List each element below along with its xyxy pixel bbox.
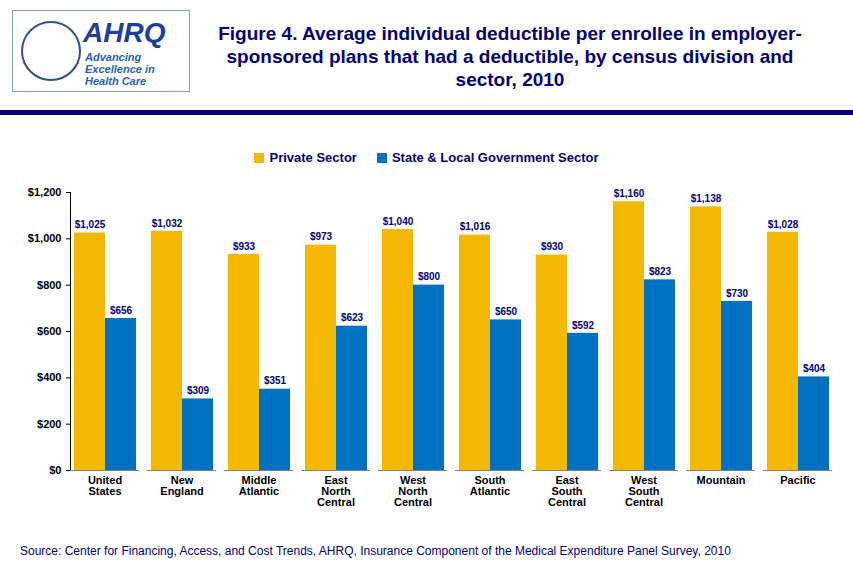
html-text:Private Sector: Private Sector (269, 150, 357, 165)
svg-text:$930: $930 (541, 241, 564, 252)
svg-text:$400: $400 (37, 371, 61, 383)
svg-text:$933: $933 (233, 241, 256, 252)
svg-text:$800: $800 (418, 271, 441, 282)
svg-text:$309: $309 (187, 385, 210, 396)
svg-text:$404: $404 (803, 363, 826, 374)
svg-text:$1,138: $1,138 (691, 193, 722, 204)
svg-text:NewEngland: NewEngland (160, 474, 203, 497)
html-text:Advancing Excellence in Health: Advancing Excellence in Health Care (85, 51, 155, 87)
svg-text:$200: $200 (37, 418, 61, 430)
svg-text:$1,032: $1,032 (152, 218, 183, 229)
html-text:State & Local Government Secto: State & Local Government Sector (391, 150, 599, 165)
svg-text:UnitedStates: UnitedStates (88, 474, 122, 497)
html-text:Source: Center for Financing,: Source: Center for Financing, Access, an… (20, 544, 731, 558)
svg-text:$0: $0 (49, 464, 61, 476)
svg-text:WestNorthCentral: WestNorthCentral (394, 474, 432, 508)
svg-text:$823: $823 (649, 266, 672, 277)
svg-text:$600: $600 (37, 325, 61, 337)
svg-text:$656: $656 (110, 305, 133, 316)
svg-text:MiddleAtlantic: MiddleAtlantic (239, 474, 279, 497)
svg-text:$1,200: $1,200 (28, 186, 62, 198)
svg-text:$973: $973 (310, 231, 333, 242)
html-text:Figure 4. Average individual d: Figure 4. Average individual deductible … (218, 23, 802, 90)
svg-text:SouthAtlantic: SouthAtlantic (470, 474, 510, 497)
svg-text:$623: $623 (341, 312, 364, 323)
svg-text:EastNorthCentral: EastNorthCentral (317, 474, 355, 508)
svg-text:$1,160: $1,160 (614, 188, 645, 199)
svg-text:EastSouthCentral: EastSouthCentral (548, 474, 586, 508)
svg-text:Pacific: Pacific (780, 474, 815, 486)
svg-text:$1,040: $1,040 (383, 216, 414, 227)
svg-text:$800: $800 (37, 279, 61, 291)
html-text:AHRQ: AHRQ (83, 17, 166, 48)
svg-text:$1,028: $1,028 (768, 219, 799, 230)
svg-text:$351: $351 (264, 375, 287, 386)
svg-text:$650: $650 (495, 306, 518, 317)
svg-text:$1,016: $1,016 (460, 221, 491, 232)
svg-text:$730: $730 (726, 288, 749, 299)
svg-text:Mountain: Mountain (697, 474, 746, 486)
svg-text:$592: $592 (572, 320, 595, 331)
svg-text:$1,000: $1,000 (28, 232, 62, 244)
svg-text:WestSouthCentral: WestSouthCentral (625, 474, 663, 508)
svg-text:$1,025: $1,025 (75, 219, 106, 230)
